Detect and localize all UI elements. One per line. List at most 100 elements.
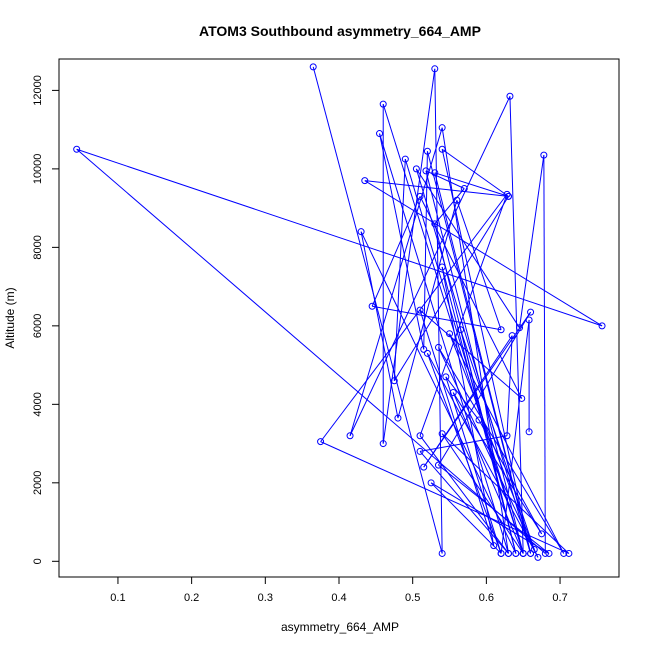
y-tick-label: 12000 [32,75,44,106]
data-point [530,546,538,554]
data-point [376,130,384,138]
series-line-segment [425,170,524,554]
x-tick-label: 0.6 [479,592,494,604]
series-line-segment [397,200,458,419]
series-line-segment [371,196,421,307]
x-axis-label: asymmetry_664_AMP [281,620,399,634]
series-line-segment [312,66,443,554]
series-line-segment [419,309,523,399]
data-point [516,324,524,332]
series-line-segment [76,148,546,554]
data-point [442,373,450,381]
series-line-segment [434,172,509,197]
data-point [434,461,442,469]
data-point [490,542,498,550]
series-line-segment [419,194,508,436]
data-point [434,343,442,351]
data-point [527,549,535,557]
series-line-segment [449,333,565,554]
data-point [309,63,317,71]
series-line-segment [426,353,502,554]
data-point [394,414,402,422]
data-point [503,432,511,440]
data-point [525,428,533,436]
data-point [431,169,439,177]
series-line-segment [441,433,570,554]
series-line-segment [382,68,436,444]
series-line-segment [441,433,524,554]
data-point [379,100,387,108]
data-point [416,192,424,200]
data-point [73,145,81,153]
data-point [534,553,542,561]
data-point [503,190,511,198]
data-point [527,308,535,316]
data-point [427,479,435,487]
series-line-segment [438,311,532,466]
data-point [412,165,420,173]
data-point [401,155,409,163]
series-points [73,63,606,561]
data-point [519,549,527,557]
data-point [538,530,546,538]
series-line-segment [419,435,509,554]
series-line-segment [441,148,509,197]
data-point [420,345,428,353]
y-tick-label: 10000 [32,154,44,185]
data-point [438,145,446,153]
data-point [457,326,465,334]
data-point [416,432,424,440]
data-point [431,65,439,73]
series-line-segment [320,441,570,554]
data-point [475,416,483,424]
series-line-segment [393,159,406,381]
data-point [545,549,553,557]
series-line-segment [430,482,550,554]
series-line-segment [434,188,465,225]
y-tick-label: 0 [32,558,44,564]
series-line-segment [415,168,520,329]
data-point [423,147,431,155]
series-line-segment [438,347,565,554]
series-line-segment [509,96,524,554]
series-line-segment [452,392,524,554]
series-line-segment [379,133,509,554]
x-tick-label: 0.1 [110,592,125,604]
data-point [357,228,365,236]
data-point [416,447,424,455]
data-point [453,196,461,204]
data-point [317,438,325,446]
series-line-segment [364,180,509,197]
data-point [504,549,512,557]
data-point [449,389,457,397]
series-line-segment [372,305,502,331]
series-line-segment [419,196,523,399]
x-tick-label: 0.3 [258,592,273,604]
data-point [565,549,573,557]
series-line-segment [76,148,603,327]
data-point [504,192,512,200]
series-line-segment [419,435,508,452]
series-line-segment [430,482,502,554]
data-point [525,316,533,324]
series-line-segment [449,333,535,550]
series-line-segment [506,335,513,436]
data-point [416,306,424,314]
y-axis-label: Altitude (m) [3,287,17,348]
series-line-segment [445,376,480,421]
data-point [346,432,354,440]
y-tick-label: 2000 [32,471,44,495]
series-line-segment [320,194,508,442]
series-line-segment [360,231,517,554]
data-point [541,549,549,557]
data-point [420,463,428,471]
plot-frame [58,58,620,578]
y-tick-label: 6000 [32,314,44,338]
series-line-segment [456,200,502,330]
series-line-segment [349,127,443,436]
series-line-segment [426,353,539,558]
data-point [460,185,468,192]
data-point [390,377,398,385]
data-point [368,302,376,310]
